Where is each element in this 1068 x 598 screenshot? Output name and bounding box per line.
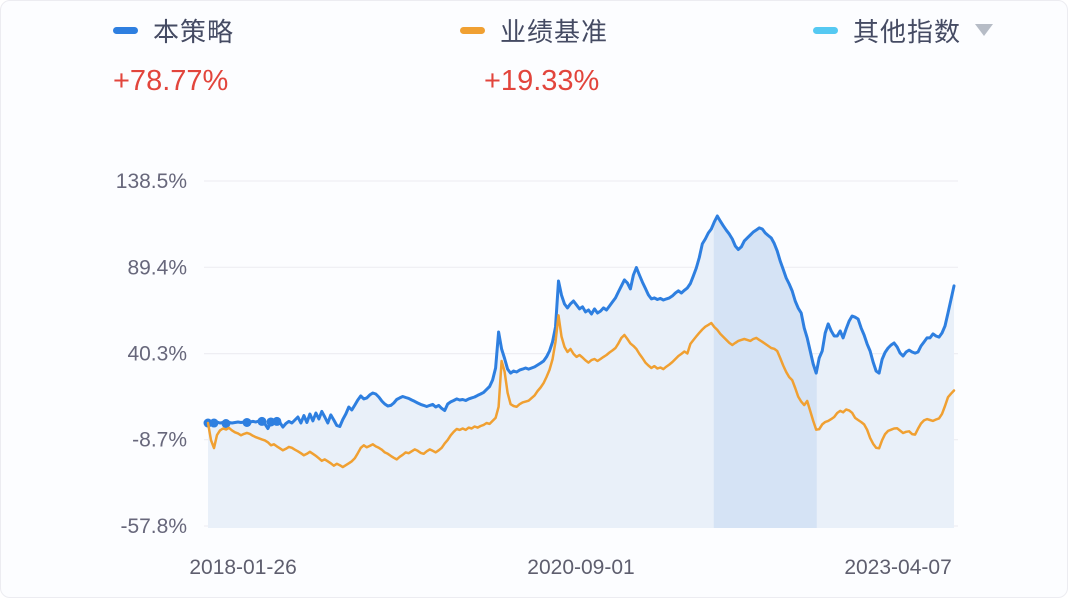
y-tick-label: -8.7% [132,429,187,452]
strategy-line [206,214,956,430]
x-tick-label: 2018-01-26 [189,556,296,579]
legend-item-strategy: 本策略 +78.77% [113,13,234,98]
legend-item-other-index[interactable]: 其他指数 [813,13,994,47]
data-point-marker [272,416,282,426]
y-tick-label: 89.4% [127,256,187,279]
benchmark-line [206,314,956,469]
benchmark-line-swatch [460,26,485,34]
data-point-marker [209,418,219,428]
other-index-line-swatch [813,26,838,34]
data-point-marker [242,417,252,427]
highlight-band [713,216,817,528]
y-tick-label: -57.8% [120,515,187,538]
area-fill [208,216,954,528]
data-point-marker [221,419,231,429]
strategy-return-value: +78.77% [113,65,229,97]
benchmark-return-value: +19.33% [484,65,600,97]
y-tick-label: 40.3% [127,343,187,366]
chart-legend: 本策略 +78.77% 业绩基准 +19.33% 其他指数 [1,13,1067,113]
x-tick-label: 2020-09-01 [527,556,634,579]
benchmark-label: 业绩基准 [500,16,609,47]
data-point-marker [257,416,267,426]
chevron-down-icon[interactable] [975,24,994,36]
x-tick-label: 2023-04-07 [844,556,951,579]
y-tick-label: 138.5% [116,170,187,193]
legend-item-benchmark: 业绩基准 +19.33% [460,13,608,98]
other-index-label[interactable]: 其他指数 [853,16,962,47]
strategy-line-swatch [113,26,138,34]
strategy-label: 本策略 [153,16,235,47]
